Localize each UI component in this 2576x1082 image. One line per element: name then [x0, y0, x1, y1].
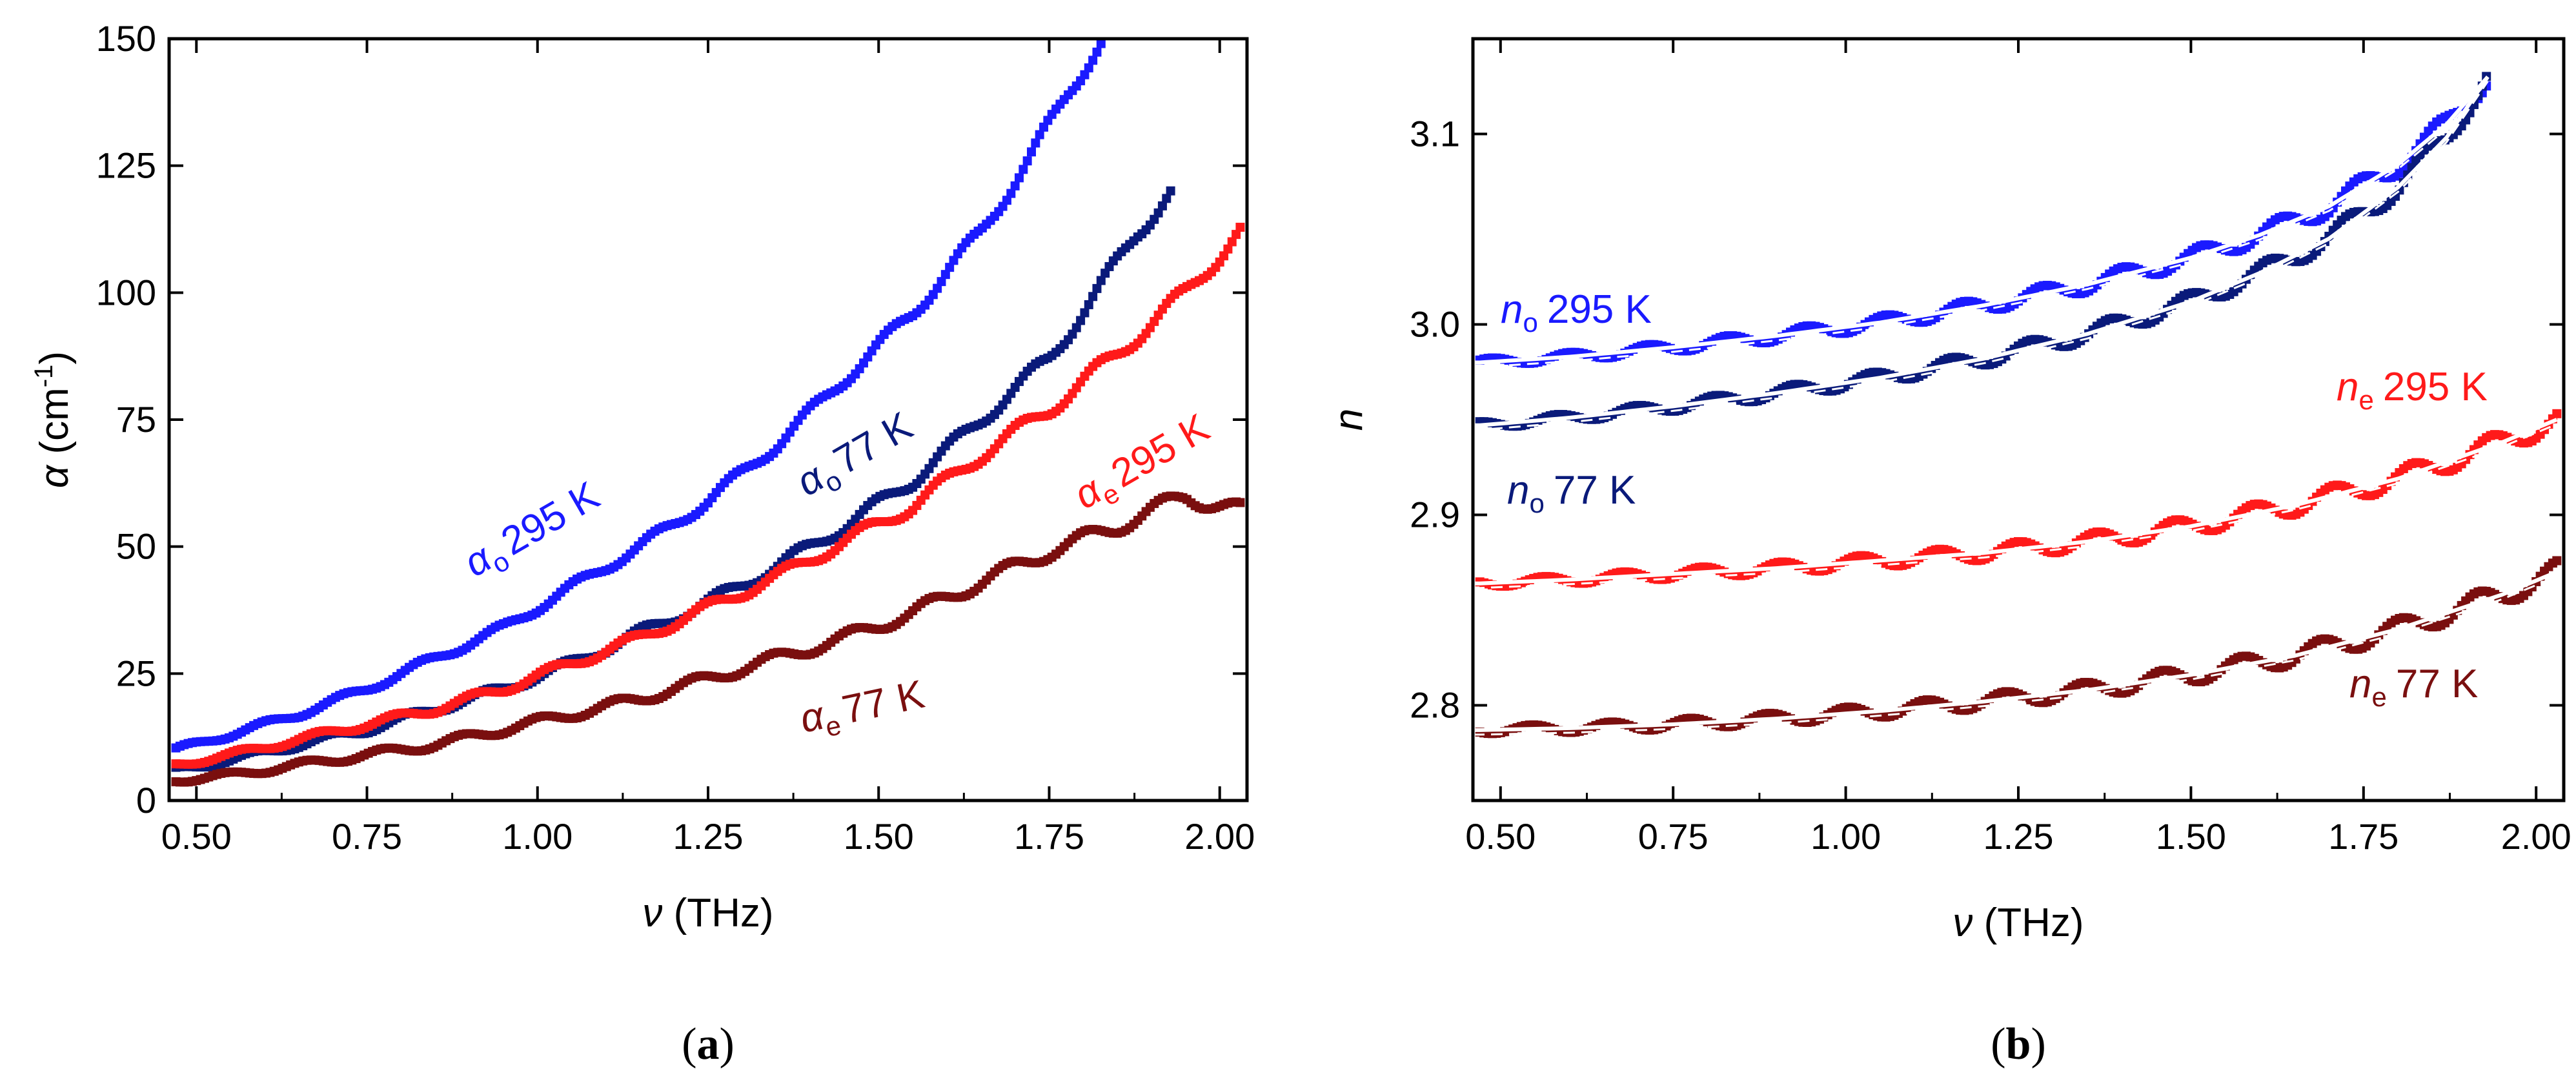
a-data-point [1031, 138, 1040, 148]
b-xticks: 0.50 0.75 1.00 1.25 1.50 1.75 2.00 [1465, 39, 2571, 857]
a-data-point [1157, 201, 1167, 210]
a-caption: (a) [682, 1019, 735, 1069]
a-data-point [1153, 208, 1163, 218]
a-data-point [1088, 56, 1098, 65]
a-ytick-label: 100 [96, 272, 156, 312]
a-data-point [1232, 230, 1241, 240]
a-data-point [937, 277, 946, 287]
b-ytick-label: 2.9 [1410, 495, 1460, 535]
b-ytick-label: 3.0 [1410, 304, 1460, 345]
b-data-point [2552, 409, 2562, 418]
b-ytick-label: 2.8 [1410, 685, 1460, 726]
a-yticks: 0 25 50 75 100 125 150 [96, 18, 1247, 821]
a-xtick-label: 1.00 [502, 816, 573, 857]
b-series-e-295k [1475, 409, 2562, 591]
a-y-axis-title: α (cm-1) [30, 351, 77, 488]
b-xtick-label: 1.00 [1810, 816, 1881, 857]
a-series-o-295k [171, 39, 1106, 753]
a-xtick-label: 1.50 [844, 816, 914, 857]
b-fit-line-solid [1473, 76, 2490, 365]
b-label-n-o-77: no 77 K [1507, 468, 1636, 518]
b-xtick-label: 2.00 [2501, 816, 2571, 857]
a-xtick-label: 1.25 [673, 816, 744, 857]
b-fit-line-dashed [1473, 81, 2489, 431]
a-data-point [1088, 292, 1098, 301]
a-data-point [1002, 196, 1011, 205]
a-data-point [945, 263, 955, 272]
a-ytick-label: 125 [96, 145, 156, 186]
a-xtick-label: 1.75 [1014, 816, 1084, 857]
a-data-point [1166, 186, 1175, 196]
a-data-point [1014, 173, 1024, 183]
b-fits-layer [1473, 76, 2558, 736]
a-xticks: 0.50 0.75 1.00 1.25 1.50 1.75 2.00 [161, 39, 1255, 857]
a-data-point [1019, 165, 1028, 174]
a-data-point [1235, 498, 1245, 507]
b-xtick-label: 1.50 [2156, 816, 2226, 857]
a-xtick-label: 0.75 [332, 816, 402, 857]
a-data-point [1010, 181, 1020, 190]
a-data-point [1084, 300, 1093, 309]
a-data-point [1223, 244, 1233, 254]
a-ytick-label: 50 [116, 526, 156, 567]
b-yticks: 2.8 2.9 3.0 3.1 [1410, 114, 2564, 726]
a-data-point [1219, 251, 1229, 261]
a-ytick-label: 0 [136, 780, 156, 821]
a-data-point [1227, 237, 1237, 247]
a-data-point [1035, 130, 1044, 139]
b-series-e-77k [1475, 556, 2562, 739]
b-xtick-label: 0.50 [1465, 816, 1536, 857]
a-series-e-77k [171, 491, 1245, 787]
a-data-point [1080, 70, 1090, 79]
a-data-point [1022, 156, 1032, 166]
b-data-point [2552, 556, 2562, 566]
a-data-point [1027, 147, 1036, 157]
b-label-n-o-295: no 295 K [1501, 287, 1652, 338]
b-fit-line-solid [1473, 418, 2558, 586]
a-label-alpha-e-77: αe77 K [796, 672, 929, 748]
a-data-point [1162, 194, 1171, 203]
b-fit-line-dashed [1473, 81, 2489, 369]
panel-a: 0.50 0.75 1.00 1.25 1.50 1.75 2.00 0 25 50 75 100 1… [30, 18, 1255, 1069]
a-ytick-label: 75 [116, 399, 156, 440]
panel-b: 0.50 0.75 1.00 1.25 1.50 1.75 2.00 2.8 2.9 3.0 3.… [1326, 37, 2571, 1069]
a-points-layer [171, 39, 1245, 787]
b-label-n-e-77: ne 77 K [2349, 662, 2478, 712]
a-data-point [1076, 316, 1086, 325]
a-xtick-label: 0.50 [161, 816, 232, 857]
a-data-point [1092, 283, 1102, 293]
a-data-point [1092, 47, 1102, 57]
a-data-point [1071, 323, 1081, 332]
b-xtick-label: 0.75 [1638, 816, 1709, 857]
a-series-e-295k [171, 223, 1245, 769]
a-ytick-label: 150 [96, 18, 156, 59]
b-xtick-label: 1.25 [1983, 816, 2054, 857]
a-plot-frame [167, 37, 1249, 802]
b-fit-line-dashed [1473, 575, 2557, 736]
a-data-point [1096, 39, 1106, 48]
a-x-axis-title: ν (THz) [642, 891, 773, 935]
b-xtick-label: 1.75 [2328, 816, 2399, 857]
a-data-point [1080, 308, 1090, 318]
b-label-n-e-295: ne 295 K [2337, 365, 2488, 415]
b-fit-line-solid [1473, 570, 2558, 732]
b-caption: (b) [1991, 1019, 2046, 1069]
a-xtick-label: 2.00 [1184, 816, 1255, 857]
b-fit-line-solid [1473, 76, 2490, 427]
a-data-point [1096, 276, 1106, 285]
a-data-point [1084, 63, 1093, 73]
b-y-axis-title: n [1326, 409, 1371, 431]
b-fit-line-dashed [1473, 423, 2557, 589]
a-ytick-label: 25 [116, 653, 156, 693]
b-ytick-label: 3.1 [1410, 114, 1460, 154]
a-data-point [940, 270, 950, 280]
a-data-point [1235, 223, 1245, 232]
a-data-point [1006, 189, 1016, 198]
b-x-axis-title: ν (THz) [1952, 901, 2084, 945]
